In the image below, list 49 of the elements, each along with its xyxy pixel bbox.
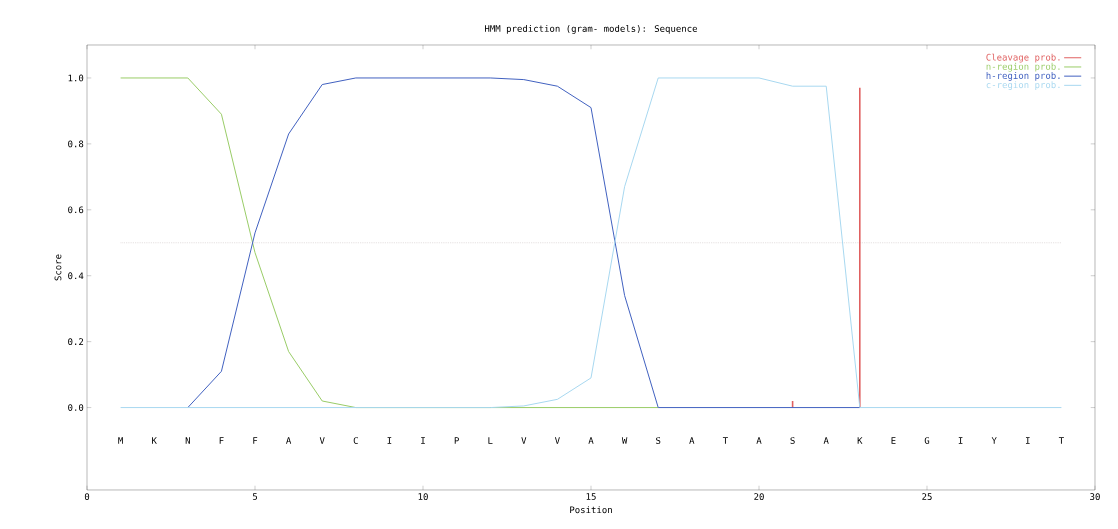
annotation: I xyxy=(1025,437,1030,444)
y-tick-label: 0.8 xyxy=(68,140,84,148)
x-tick-label: 10 xyxy=(418,493,428,500)
annotation: A xyxy=(756,437,762,444)
annotation: A xyxy=(823,437,829,444)
annotation: P xyxy=(454,437,459,444)
y-axis-title: Score xyxy=(54,254,62,281)
annotation: K xyxy=(152,437,157,444)
annotation: L xyxy=(488,437,493,444)
annotation: T xyxy=(1058,437,1064,444)
y-tick-label: 0.0 xyxy=(68,404,84,411)
annotation: K xyxy=(857,437,863,444)
annotation: A xyxy=(588,437,594,444)
legend-label: n-region prob. xyxy=(986,62,1060,72)
annotation: T xyxy=(722,437,728,444)
x-tick-label: 15 xyxy=(586,493,596,500)
x-tick-label: 5 xyxy=(252,493,258,500)
annotation: V xyxy=(554,437,560,444)
annotation: V xyxy=(319,437,325,444)
annotation: A xyxy=(689,437,695,444)
annotation: C xyxy=(353,437,358,444)
x-tick-label: 25 xyxy=(922,493,932,500)
annotation: E xyxy=(891,437,896,444)
legend-label: c-region prob. xyxy=(986,81,1060,91)
annotation: N xyxy=(185,437,190,444)
annotation: Y xyxy=(991,437,997,444)
legend-label: Cleavage prob. xyxy=(986,53,1060,63)
annotation: S xyxy=(656,437,661,444)
y-tick-label: 0.4 xyxy=(68,272,84,280)
y-tick-label: 0.6 xyxy=(68,206,84,214)
annotation: M xyxy=(118,437,123,444)
annotation: I xyxy=(387,437,392,444)
annotation: W xyxy=(621,437,628,444)
x-tick-label: 20 xyxy=(754,493,764,500)
y-tick-label: 1.0 xyxy=(68,74,84,82)
annotation: G xyxy=(924,437,930,444)
legend-label: h-region prob. xyxy=(986,72,1060,81)
x-tick-label: 0 xyxy=(84,493,90,500)
y-tick-label: 0.2 xyxy=(68,338,84,346)
annotation: S xyxy=(790,437,795,444)
annotation: F xyxy=(253,437,258,444)
annotation: F xyxy=(219,437,224,444)
x-tick-label: 30 xyxy=(1090,493,1100,500)
annotation: I xyxy=(958,437,963,444)
chart-title: HMM prediction (gram- models): Sequence xyxy=(485,24,698,34)
x-axis-title: Position xyxy=(570,506,612,514)
annotation: I xyxy=(421,437,425,444)
annotation: V xyxy=(521,437,527,444)
annotation: A xyxy=(286,437,292,444)
